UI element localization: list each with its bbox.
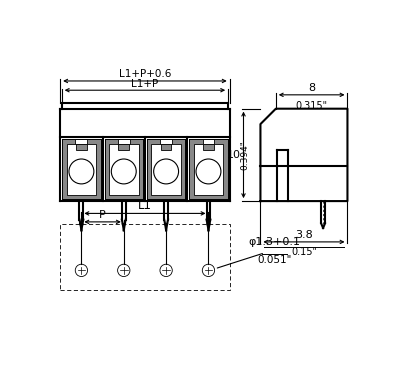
Bar (118, 139, 130, 147)
Bar (76, 139, 87, 147)
Text: 8: 8 (308, 83, 315, 93)
Bar (202, 139, 214, 147)
Text: 0.315": 0.315" (296, 101, 328, 111)
Bar (76, 144, 87, 150)
Bar (66, 144, 96, 195)
Text: 3.8: 3.8 (295, 230, 313, 240)
Bar (160, 139, 172, 147)
Text: φ1.3+0.1: φ1.3+0.1 (248, 237, 300, 247)
Bar (194, 144, 223, 195)
Text: 10: 10 (226, 150, 240, 160)
Bar (109, 144, 138, 195)
Bar (203, 144, 214, 150)
Bar (151, 144, 181, 195)
Bar (62, 139, 101, 199)
Text: P: P (99, 210, 106, 220)
Bar (147, 139, 185, 199)
Bar (60, 224, 230, 290)
Text: 0.051": 0.051" (257, 255, 292, 265)
Text: L1+P: L1+P (131, 79, 158, 89)
Bar (189, 139, 228, 199)
Text: 0.394": 0.394" (240, 140, 250, 170)
Bar (161, 144, 172, 150)
Bar (104, 139, 143, 199)
Text: L1+P+0.6: L1+P+0.6 (119, 69, 171, 80)
Bar (118, 144, 129, 150)
Text: 0.15": 0.15" (291, 247, 317, 257)
Text: L1: L1 (138, 199, 152, 212)
